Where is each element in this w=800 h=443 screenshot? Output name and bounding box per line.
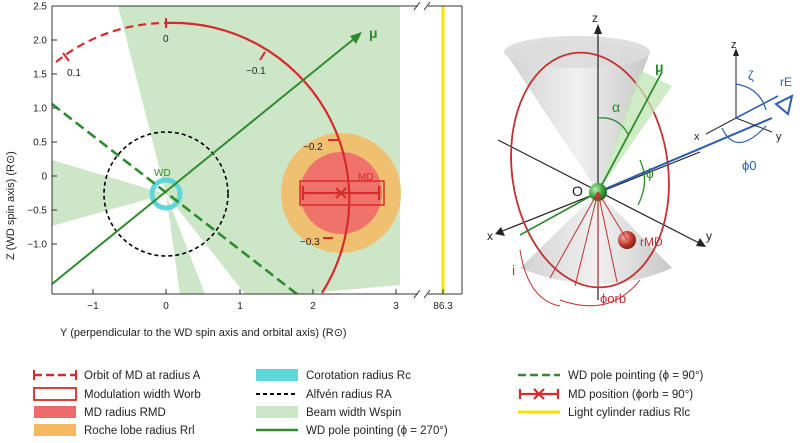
origin-label: O [572, 183, 583, 199]
y-axis-label: Z (WD spin axis) (R⊙) [5, 151, 17, 260]
phase-label: −0.2 [303, 142, 323, 153]
r-md-label: rMD [640, 235, 663, 249]
axes-frame [51, 1, 463, 299]
corotation-circle [149, 177, 183, 211]
phi-arc [637, 159, 646, 206]
md-position-marker [301, 186, 381, 200]
alfven-radius-circle [103, 131, 229, 257]
y-tick-label: 0.5 [33, 138, 47, 149]
phase-label: 0.1 [67, 68, 81, 79]
legend-label: Modulation width Worb [84, 389, 201, 401]
mu-vector [597, 71, 663, 193]
phase-label: −0.1 [246, 66, 266, 77]
y-tick-label: −1.0 [27, 240, 47, 251]
wd-label: WD [154, 168, 171, 179]
y-tick-label: 2.0 [33, 36, 47, 47]
legend: Orbit of MD at radius A Modulation width… [33, 369, 704, 437]
y-tick-label: 2.5 [33, 2, 47, 13]
legend-label: Light cylinder radius Rlc [568, 407, 690, 419]
observer-line [597, 117, 773, 193]
plot-area [52, 6, 401, 294]
y-tick-label: −0.5 [27, 206, 47, 217]
observer-eye-icon [774, 94, 794, 116]
md-label: MD [358, 172, 374, 183]
legend-label: WD pole pointing (ϕ = 270°) [306, 425, 448, 437]
x-arrowhead [495, 227, 505, 236]
cone-upper [505, 41, 650, 192]
z-axis-label: z [592, 11, 598, 25]
x-tick-label: 86.3 [433, 301, 453, 312]
legend-label: Alfvén radius RA [306, 389, 392, 401]
inset-y-label: y [776, 131, 782, 143]
pole-projection [519, 191, 599, 236]
y-tick-label: 1.0 [33, 104, 47, 115]
inset-x-label: x [694, 131, 700, 143]
legend-icon-red-outline [33, 387, 77, 401]
orbit-phase-ticks [62, 18, 338, 239]
y-axis-label-3d: y [706, 229, 712, 243]
alpha-label: α [612, 99, 620, 115]
y-arrowhead [696, 238, 706, 247]
beam-width-region-bottom [166, 194, 205, 294]
x-axis-label-3d: x [487, 229, 493, 243]
observer-inset: z x y ζ rE ϕ0 [694, 39, 794, 173]
legend-label: MD radius RMD [84, 407, 166, 419]
orbit-geometry-lines [519, 191, 641, 307]
y-ticks: 2.5 2.0 1.5 1.0 0.5 0 −0.5 −1.0 [27, 2, 57, 251]
pole-90-line [52, 102, 299, 294]
inset-z-label: z [731, 39, 737, 51]
left-panel: 2.52.01.51.00.50−0.5−1.0 −1 0 1 2 3 86.3 0.1 … [5, 1, 463, 339]
legend-icon-orange [34, 424, 76, 436]
z-arrowhead [594, 24, 602, 34]
legend-icon-red-fill [34, 406, 76, 418]
md-orbit-ellipse [510, 51, 670, 289]
x-tick-label: 1 [237, 301, 243, 312]
legend-label: Orbit of MD at radius A [84, 370, 201, 382]
legend-label: MD position (ϕorb = 90°) [568, 389, 693, 401]
legend-label: Beam width Wspin [306, 407, 401, 419]
r-e-label: rE [780, 75, 792, 89]
legend-label: Roche lobe radius Rrl [84, 425, 195, 437]
modulation-width-box [299, 180, 385, 206]
mu-label: μ [369, 25, 378, 41]
legend-label: WD pole pointing (ϕ = 90°) [568, 370, 704, 382]
x-tick-label: 2 [310, 301, 316, 312]
mu-arrowhead [350, 32, 362, 44]
legend-icon-cyan [256, 369, 298, 381]
cone-lower [520, 192, 672, 284]
phase-label: 0 [163, 34, 169, 45]
legend-label: Corotation radius Rc [306, 370, 411, 382]
zeta-label: ζ [748, 68, 754, 83]
mu-label-3d: μ [655, 59, 664, 75]
x-tick-label: 0 [163, 301, 169, 312]
pole-270-line [52, 37, 356, 285]
phi0-label: ϕ0 [742, 158, 757, 173]
x-tick-label: −1 [87, 301, 99, 312]
orbit-arc-dashed [55, 21, 167, 63]
x-ticks: −1 0 1 2 3 86.3 [87, 289, 453, 312]
beam-cone [598, 70, 672, 192]
orbit-arc [165, 21, 351, 294]
y-tick-label: 1.5 [33, 70, 47, 81]
phi-label: ϕ [646, 165, 654, 181]
inclination-label: i [512, 262, 515, 278]
x-tick-label: 3 [393, 301, 399, 312]
beam-width-region-lower [52, 160, 166, 226]
y-tick-label: 0 [41, 172, 47, 183]
alpha-arc [597, 117, 629, 135]
legend-icon-green [256, 406, 298, 418]
x-axis-label: Y (perpendicular to the WD spin axis and… [60, 327, 347, 339]
legend-icon-red-marker [518, 388, 560, 400]
phase-label: −0.3 [300, 237, 320, 248]
right-panel: z x y O μ α ϕ i ϕorb rMD z x y ζ rE ϕ0 [487, 11, 794, 307]
phi-orb-label: ϕorb [600, 291, 626, 306]
